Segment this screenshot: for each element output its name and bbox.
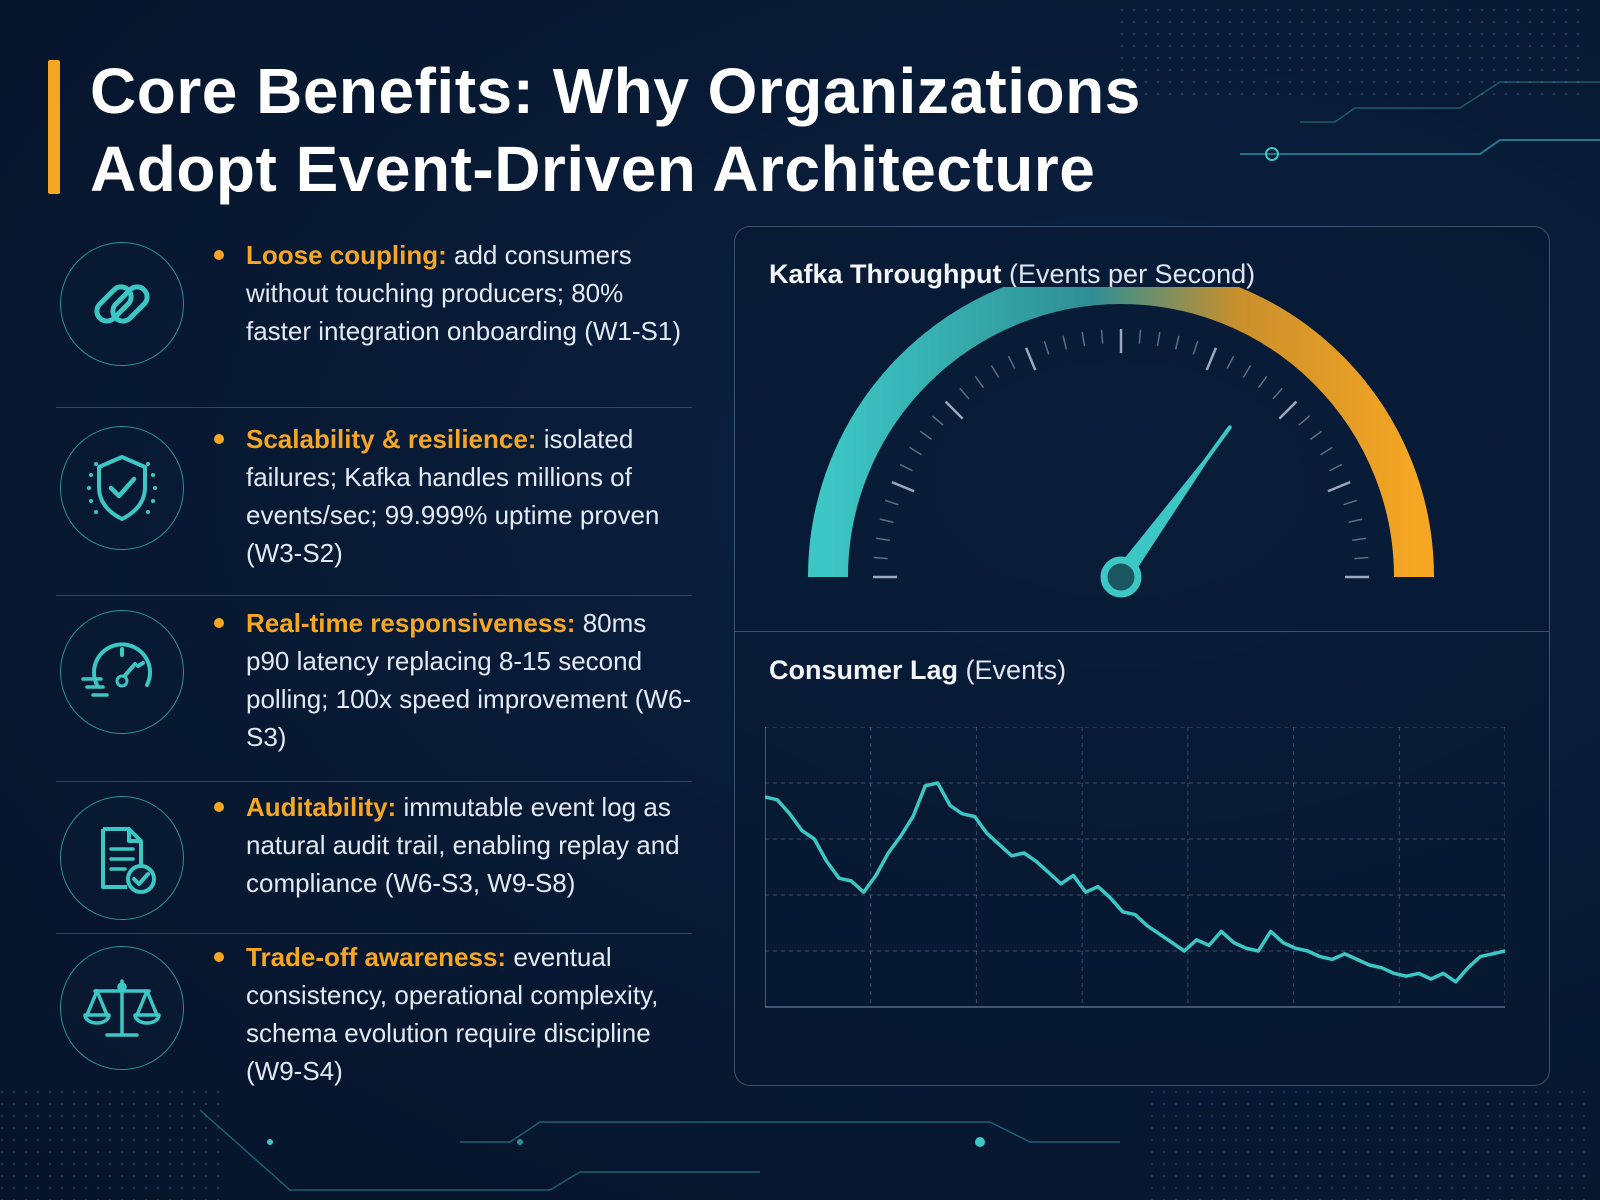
- benefit-label: Scalability & resilience:: [246, 424, 537, 454]
- title-line-1: Core Benefits: Why Organizations: [90, 55, 1141, 127]
- gauge-title: Kafka Throughput (Events per Second): [769, 259, 1255, 290]
- gauge-minor-tick: [990, 365, 1000, 378]
- benefit-label: Loose coupling:: [246, 240, 447, 270]
- gauge-minor-tick: [1081, 331, 1086, 346]
- gauge-minor-tick: [1354, 556, 1369, 560]
- metrics-panel: Kafka Throughput (Events per Second) Con…: [734, 226, 1550, 1086]
- benefit-scalability-resilience: Scalability & resilience: isolated failu…: [56, 408, 692, 596]
- gauge-minor-tick: [899, 463, 913, 472]
- title-line-2: Adopt Event-Driven Architecture: [90, 133, 1096, 205]
- gauge-minor-tick: [873, 556, 888, 560]
- circuit-trace-bottom: [200, 1109, 1120, 1191]
- gauge-major-tick: [1327, 480, 1351, 493]
- benefits-list: Loose coupling: add consumers without to…: [56, 232, 692, 1114]
- gauge-ticks: [873, 329, 1369, 579]
- lag-title-unit: (Events): [965, 655, 1067, 685]
- gauge-minor-tick: [931, 415, 944, 426]
- benefit-text: Trade-off awareness: eventual consistenc…: [214, 938, 692, 1090]
- gauge-major-tick: [1278, 400, 1298, 420]
- benefit-trade-off: Trade-off awareness: eventual consistenc…: [56, 934, 692, 1114]
- benefit-description: immutable event log as natural audit tra…: [246, 792, 680, 898]
- gauge-minor-tick: [1043, 340, 1050, 355]
- lag-grid: [765, 727, 1505, 1007]
- dot-grid-top-right: [1120, 8, 1580, 98]
- benefit-text: Scalability & resilience: isolated failu…: [214, 420, 692, 572]
- gauge-minor-tick: [919, 430, 933, 441]
- benefit-description: 80ms p90 latency replacing 8-15 second p…: [246, 608, 692, 752]
- link-icon: [60, 242, 184, 366]
- benefit-loose-coupling: Loose coupling: add consumers without to…: [56, 232, 692, 408]
- gauge-minor-tick: [1192, 340, 1199, 355]
- gauge-minor-tick: [1156, 331, 1161, 346]
- benefit-auditability: Auditability: immutable event log as nat…: [56, 782, 692, 934]
- speedometer-icon: [60, 610, 184, 734]
- lag-title: Consumer Lag (Events): [769, 655, 1066, 686]
- gauge-title-main: Kafka Throughput: [769, 259, 1002, 289]
- gauge-minor-tick: [959, 387, 970, 400]
- benefit-label: Auditability:: [246, 792, 397, 822]
- gauge-needle-body: [1113, 427, 1230, 583]
- bullet: [214, 618, 224, 628]
- bullet: [214, 952, 224, 962]
- panel-divider: [735, 631, 1549, 632]
- shield-check-icon: [60, 426, 184, 550]
- document-check-icon: [60, 796, 184, 920]
- gauge-minor-tick: [909, 446, 922, 456]
- benefit-text: Real-time responsiveness: 80ms p90 laten…: [214, 604, 692, 756]
- title-accent-bar: [48, 60, 60, 194]
- gauge-minor-tick: [1138, 329, 1142, 344]
- gauge-minor-tick: [1062, 335, 1068, 350]
- lag-series-line: [765, 781, 1505, 984]
- gauge-minor-tick: [1348, 518, 1363, 524]
- gauge-major-tick: [1205, 347, 1218, 371]
- consumer-lag-chart: [765, 727, 1505, 1008]
- gauge-minor-tick: [1329, 463, 1343, 472]
- benefit-description: eventual consistency, operational comple…: [246, 942, 659, 1086]
- gauge-minor-tick: [1174, 335, 1180, 350]
- scales-icon: [60, 946, 184, 1070]
- benefit-text: Auditability: immutable event log as nat…: [214, 788, 692, 902]
- gauge-minor-tick: [1298, 415, 1311, 426]
- gauge-minor-tick: [1309, 430, 1323, 441]
- dot-grid-bottom-left: [0, 1090, 220, 1200]
- lag-title-main: Consumer Lag: [769, 655, 959, 685]
- gauge-title-unit: (Events per Second): [1009, 259, 1256, 289]
- gauge-hub: [1100, 556, 1142, 598]
- benefit-real-time: Real-time responsiveness: 80ms p90 laten…: [56, 596, 692, 782]
- gauge-minor-tick: [1007, 355, 1016, 369]
- benefit-text: Loose coupling: add consumers without to…: [214, 236, 692, 350]
- gauge-arc: [808, 287, 1434, 578]
- gauge-major-tick: [1024, 347, 1037, 371]
- gauge-minor-tick: [1320, 446, 1333, 456]
- gauge-minor-tick: [884, 499, 899, 506]
- gauge-minor-tick: [1100, 329, 1104, 344]
- benefit-label: Trade-off awareness:: [246, 942, 507, 972]
- gauge-minor-tick: [879, 518, 894, 524]
- gauge-minor-tick: [1352, 537, 1367, 542]
- benefit-label: Real-time responsiveness:: [246, 608, 576, 638]
- throughput-gauge: [808, 287, 1434, 598]
- page-title: Core Benefits: Why Organizations Adopt E…: [90, 52, 1141, 208]
- gauge-major-tick: [891, 480, 915, 493]
- gauge-minor-tick: [1272, 387, 1283, 400]
- gauge-minor-tick: [1226, 355, 1235, 369]
- circuit-trace-top-right: [1240, 81, 1600, 161]
- gauge-minor-tick: [875, 537, 890, 542]
- gauge-minor-tick: [1257, 375, 1268, 389]
- dot-grid-bottom-right: [1150, 1090, 1590, 1200]
- gauge-minor-tick: [974, 375, 985, 389]
- benefit-description: isolated failures; Kafka handles million…: [246, 424, 660, 568]
- bullet: [214, 802, 224, 812]
- gauge-major-tick: [944, 400, 964, 420]
- benefit-description: add consumers without touching producers…: [246, 240, 682, 346]
- gauge-minor-tick: [1242, 365, 1252, 378]
- gauge-minor-tick: [1343, 499, 1358, 506]
- bullet: [214, 434, 224, 444]
- bullet: [214, 250, 224, 260]
